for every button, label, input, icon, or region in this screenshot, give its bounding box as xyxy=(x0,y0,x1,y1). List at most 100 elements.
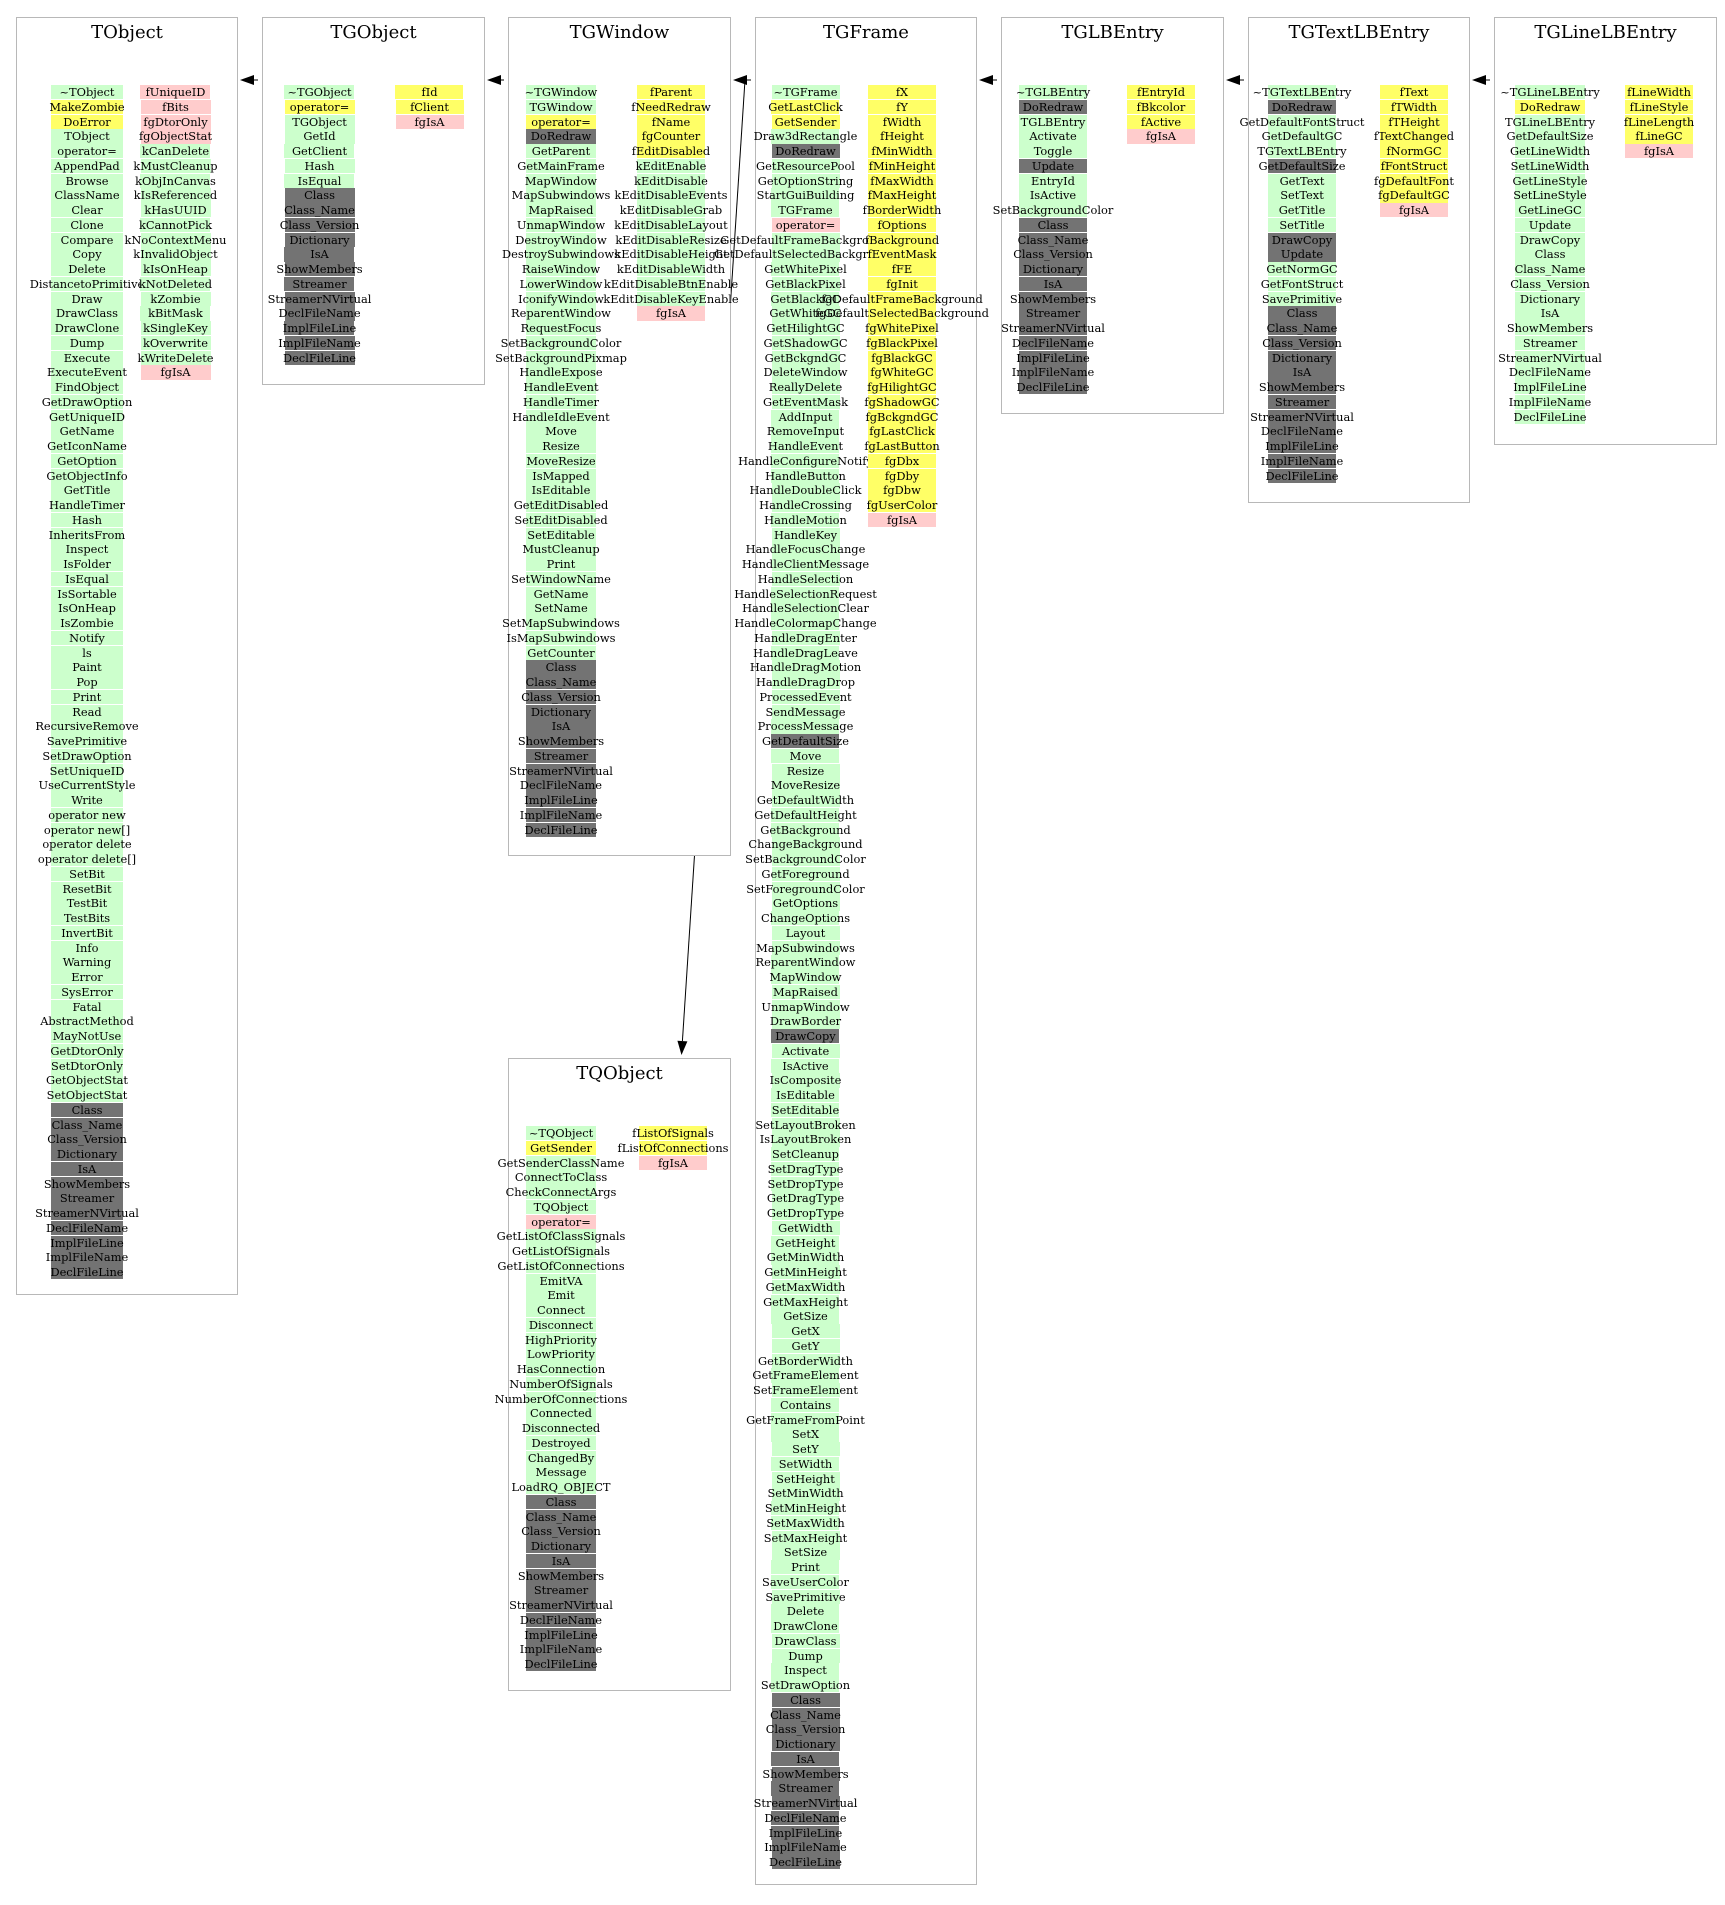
method-entry: DeclFileName xyxy=(519,778,603,793)
method-entry: Activate xyxy=(1018,129,1088,144)
member-entry: fgBckgndGC xyxy=(865,409,939,424)
member-entry: fFE xyxy=(867,262,937,277)
method-entry: SetBackgroundColor xyxy=(500,335,622,350)
member-entry: fBackground xyxy=(864,232,940,247)
member-entry: kWriteDelete xyxy=(137,350,214,365)
method-entry: SetWindowName xyxy=(511,571,611,586)
method-entry: ImplFileLine xyxy=(768,1825,843,1840)
method-entry: SysError xyxy=(51,984,123,999)
member-entry: fTextChanged xyxy=(1373,129,1455,144)
method-entry: GetDefaultSelectedBackground xyxy=(714,247,897,262)
method-entry: DeclFileName xyxy=(1011,335,1095,350)
method-entry: DoRedraw xyxy=(1019,99,1087,114)
method-entry: Delete xyxy=(51,262,123,277)
member-entry: fgLastButton xyxy=(864,439,940,454)
method-entry: operator= xyxy=(526,114,596,129)
member-column: fParent fNeedRedraw fName fgCounter fEditDis… xyxy=(603,85,739,321)
member-column: fListOfSignals fListOfConnections fgIsA xyxy=(617,1126,729,1170)
method-entry: IsComposite xyxy=(769,1073,842,1088)
member-entry: kZombie xyxy=(140,291,211,306)
method-entry: ExecuteEvent xyxy=(47,365,127,380)
method-entry: Delete xyxy=(771,1604,839,1619)
method-entry: DeclFileName xyxy=(1508,365,1592,380)
method-entry: IsA xyxy=(772,1751,839,1766)
method-entry: GetDefaultFontStruct xyxy=(1239,114,1365,129)
method-entry: GetWhiteGC xyxy=(769,306,842,321)
method-entry: MoveResize xyxy=(770,778,841,793)
method-entry: DeclFileLine xyxy=(50,1265,124,1280)
method-entry: Class_Name xyxy=(1017,232,1089,247)
method-entry: DeclFileName xyxy=(519,1612,603,1627)
method-entry: GetBlackPixel xyxy=(765,276,846,291)
member-entry: kInvalidObject xyxy=(133,247,218,262)
method-entry: Paint xyxy=(51,660,123,675)
method-entry: DrawBorder xyxy=(769,1014,842,1029)
method-entry: ImplFileName xyxy=(1260,453,1344,468)
method-entry: GetClient xyxy=(284,144,355,159)
method-entry: Destroyed xyxy=(525,1435,597,1450)
method-entry: GetHeight xyxy=(771,1235,840,1250)
method-entry: IsActive xyxy=(1018,188,1088,203)
edge-arrowhead xyxy=(733,75,747,85)
member-entry: fgDefaultGC xyxy=(1378,188,1450,203)
method-entry: IsOnHeap xyxy=(51,601,123,616)
method-entry: IsA xyxy=(1515,306,1585,321)
method-entry: Copy xyxy=(50,247,124,262)
method-entry: Class_Name xyxy=(284,203,355,218)
method-entry: GetLastClick xyxy=(768,99,843,114)
method-entry: DeclFileName xyxy=(764,1810,847,1825)
method-entry: IsA xyxy=(526,719,596,734)
method-entry: HandleDragDrop xyxy=(755,675,856,690)
method-entry: Class xyxy=(771,1692,840,1707)
method-entry: GetDtorOnly xyxy=(50,1043,124,1058)
method-entry: IsEditable xyxy=(526,483,596,498)
method-entry: ChangeOptions xyxy=(760,911,851,926)
edge-arrowhead xyxy=(979,75,993,85)
method-entry: DeclFileLine xyxy=(1265,468,1339,483)
method-entry: DeclFileLine xyxy=(524,822,598,837)
method-entry: ReparentWindow xyxy=(755,955,856,970)
method-entry: StartGuiBuilding xyxy=(756,188,855,203)
member-entry: fParent xyxy=(636,85,706,100)
member-entry: kEditDisableKeyEnable xyxy=(603,291,739,306)
class-title: TGFrame xyxy=(823,22,909,43)
method-entry: GetEventMask xyxy=(762,394,849,409)
method-entry: SaveUserColor xyxy=(762,1574,849,1589)
method-entry: Error xyxy=(51,970,123,985)
method-entry: RecursiveRemove xyxy=(35,719,139,734)
member-entry: fgShadowGC xyxy=(864,394,940,409)
method-entry: SetTitle xyxy=(1267,217,1337,232)
method-column: ~TObject MakeZombie DoError TObject operator… xyxy=(30,85,144,1280)
method-entry: GetOptionString xyxy=(757,173,854,188)
method-entry: Class xyxy=(51,1102,123,1117)
method-entry: HandleEvent xyxy=(523,380,599,395)
method-entry: Update xyxy=(1267,247,1337,262)
method-entry: Class_Name xyxy=(51,1117,123,1132)
method-entry: SetDrawOption xyxy=(42,748,132,763)
method-entry: LowerWindow xyxy=(519,276,603,291)
method-entry: SetHeight xyxy=(771,1471,840,1486)
method-entry: ImplFileLine xyxy=(1513,380,1587,395)
method-entry: GetX xyxy=(771,1324,839,1339)
member-entry: fHeight xyxy=(868,129,936,144)
method-entry: ImplFileLine xyxy=(524,1627,598,1642)
method-entry: AppendPad xyxy=(50,158,124,173)
class-box-tobject: TObject ~TObject MakeZombie DoError TObject… xyxy=(16,17,238,1295)
method-entry: Disconnected xyxy=(521,1421,601,1436)
method-entry: HandleFocusChange xyxy=(745,542,866,557)
method-entry: SetEditable xyxy=(525,527,597,542)
method-entry: Class_Name xyxy=(770,1707,841,1722)
method-entry: Update xyxy=(1514,217,1586,232)
method-entry: ImplFileName xyxy=(45,1250,129,1265)
member-entry: fBits xyxy=(140,99,210,114)
member-entry: fgDefaultFont xyxy=(1374,173,1454,188)
method-entry: StreamerNVirtual xyxy=(1498,350,1602,365)
method-entry: SetMinHeight xyxy=(764,1501,847,1516)
method-entry: Move xyxy=(771,748,840,763)
method-entry: StreamerNVirtual xyxy=(1001,321,1105,336)
member-entry: fEventMask xyxy=(867,247,937,262)
member-entry: kEditDisableBtnEnable xyxy=(603,276,739,291)
method-entry: GetDefaultHeight xyxy=(754,807,857,822)
member-entry: fgIsA xyxy=(867,512,937,527)
method-entry: Dictionary xyxy=(771,1737,840,1752)
